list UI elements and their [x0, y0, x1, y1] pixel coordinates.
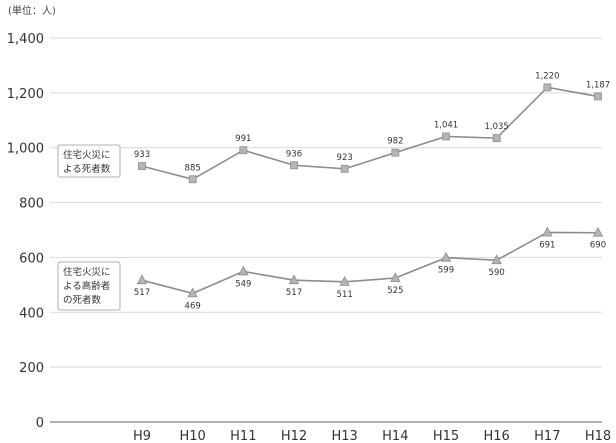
- y-tick-label: 1,200: [7, 87, 44, 102]
- data-point: [491, 254, 502, 265]
- x-tick-label: H10: [180, 429, 206, 443]
- data-label: 469: [185, 301, 201, 311]
- data-point: [187, 287, 198, 298]
- x-tick-label: H16: [484, 429, 510, 443]
- series-callout-box: [57, 261, 121, 311]
- y-tick-label: 0: [36, 416, 44, 431]
- data-label: 923: [337, 153, 353, 163]
- data-point: [138, 162, 146, 170]
- data-label: 590: [489, 268, 505, 278]
- y-tick-label: 600: [19, 251, 44, 266]
- y-tick-label: 400: [19, 306, 44, 321]
- y-tick-label: 1,000: [7, 142, 44, 157]
- series-callout-box: [57, 144, 121, 178]
- data-point: [543, 83, 552, 92]
- series-line: [141, 86, 599, 181]
- data-label: 691: [539, 240, 555, 250]
- data-point: [188, 175, 197, 184]
- x-tick-label: H14: [382, 429, 408, 443]
- x-tick-label: H11: [230, 429, 256, 443]
- series-name-line: 住宅火災に: [63, 149, 111, 161]
- series-name-line: 住宅火災に: [63, 266, 111, 278]
- x-tick-label: H17: [534, 429, 560, 443]
- data-label: 936: [286, 149, 302, 159]
- x-tick-label: H12: [281, 429, 307, 443]
- data-point: [592, 226, 604, 237]
- y-tick-label: 200: [19, 361, 44, 376]
- series-name-line: よる高齢者: [63, 280, 110, 292]
- data-label: 885: [185, 163, 201, 173]
- series-layer: 933 885 991 936 923 982 1,041 1,035 1,220 1,187 51…: [134, 71, 610, 311]
- y-tick-label: 1,400: [7, 32, 44, 47]
- data-point: [290, 161, 298, 170]
- data-label: 517: [134, 288, 150, 298]
- grid-layer: [50, 37, 602, 368]
- data-label: 933: [134, 150, 150, 160]
- series-2: 517 469 549 517 511 525 599 590 691 690: [134, 226, 606, 311]
- data-label: 1,035: [484, 122, 508, 132]
- axis-layer: 0 200 400 600 800 1,000 1,200 1,400 H9 H10 H11 H12 H…: [7, 32, 611, 443]
- data-point: [239, 146, 248, 155]
- series-name-line: の死者数: [63, 294, 102, 306]
- y-tick-label: 800: [19, 197, 44, 212]
- data-point: [440, 251, 452, 262]
- data-point: [238, 265, 249, 276]
- x-tick-label: H9: [133, 429, 151, 443]
- series-name-line: よる死者数: [63, 163, 111, 175]
- data-point: [391, 148, 400, 157]
- data-point: [594, 92, 602, 101]
- data-label: 549: [235, 279, 251, 289]
- x-tick-label: H13: [332, 429, 358, 443]
- data-label: 690: [590, 241, 606, 251]
- data-label: 511: [337, 290, 353, 300]
- data-point: [339, 275, 350, 286]
- data-label: 982: [387, 137, 403, 147]
- x-tick-label: H18: [585, 429, 611, 443]
- series-line: [141, 231, 599, 295]
- data-point: [136, 274, 148, 285]
- data-point: [542, 226, 553, 237]
- data-label: 599: [438, 266, 454, 276]
- unit-label: (単位：人): [8, 4, 56, 17]
- data-label: 525: [387, 286, 403, 296]
- x-tick-label: H15: [433, 429, 459, 443]
- data-point: [442, 132, 450, 141]
- data-label: 517: [286, 288, 302, 298]
- data-label: 1,220: [535, 71, 559, 81]
- data-label: 991: [235, 134, 251, 144]
- data-label: 1,041: [434, 120, 458, 130]
- series-1: 933 885 991 936 923 982 1,041 1,035 1,220 1,187: [134, 71, 610, 184]
- data-point: [340, 164, 349, 173]
- data-point: [288, 274, 300, 285]
- data-point: [390, 272, 401, 282]
- data-label: 1,187: [586, 80, 610, 90]
- data-point: [492, 134, 501, 143]
